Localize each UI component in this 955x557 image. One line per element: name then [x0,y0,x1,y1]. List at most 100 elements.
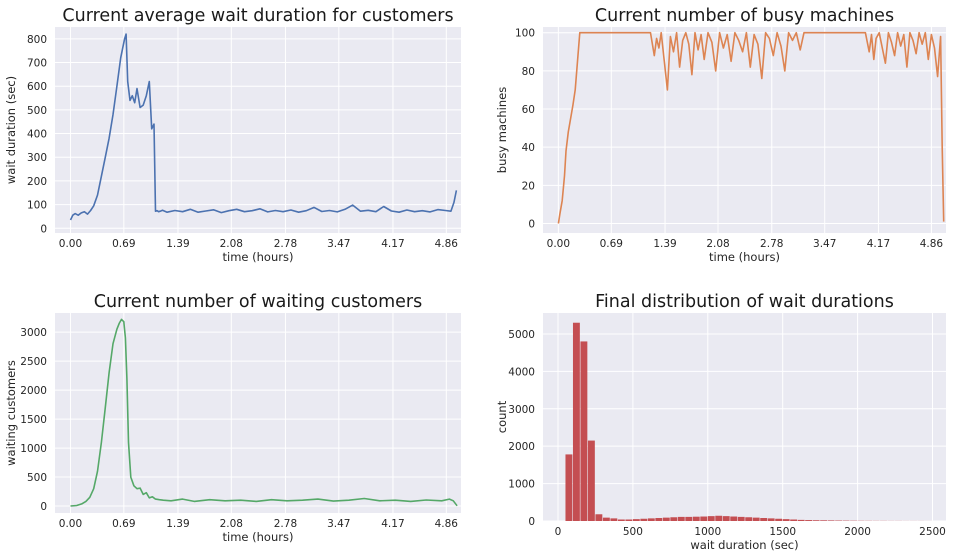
histogram-bar [820,520,828,521]
histogram-bar [767,518,775,521]
histogram-bar [572,322,580,521]
data-line-2-series-1 [557,31,945,224]
y-tick-label: 0 [40,223,47,235]
histogram-bar [610,518,618,521]
x-tick-label: 1.39 [653,238,676,250]
x-axis-label: wait duration (sec) [690,538,798,552]
histogram-bar [647,518,655,521]
x-axis-label: time (hours) [223,250,294,264]
x-tick-label: 0.00 [59,518,82,530]
histogram-bar [790,519,798,521]
y-tick-label: 500 [27,105,47,117]
chart-title: Current average wait duration for custom… [62,6,453,26]
histogram-bar [760,518,768,521]
y-tick-label: 0 [528,516,535,528]
x-axis-label: time (hours) [709,250,780,264]
y-tick-label: 800 [27,34,47,46]
x-tick-label: 2.08 [220,518,243,530]
histogram-bar [737,516,745,521]
y-tick-label: 2000 [20,385,47,397]
plot-background [543,313,946,521]
histogram-bar [685,516,693,521]
histogram-bar [797,519,805,521]
histogram-bar [730,516,738,521]
y-tick-label: 60 [522,104,535,116]
histogram-bar [805,520,813,521]
x-tick-label: 4.86 [920,238,944,250]
y-tick-label: 3000 [508,404,535,416]
x-tick-label: 0.69 [112,238,135,250]
y-tick-label: 700 [27,58,47,70]
x-tick-label: 3.47 [327,238,350,250]
y-tick-label: 1000 [20,443,47,455]
plot-background [55,27,461,233]
histogram-bar [632,519,640,521]
y-tick-label: 3000 [20,327,47,339]
x-tick-label: 3.47 [327,518,350,530]
y-axis-label: busy machines [495,87,509,173]
y-axis-label: wait duration (sec) [4,76,18,184]
histogram-bar [722,516,730,521]
x-axis-label: time (hours) [223,530,294,544]
chart-2: 0.00 0.69 1.39 2.08 2.78 3.47 4.17 4.86 0 20 40 60 8… [495,6,946,264]
y-tick-label: 0 [528,218,535,230]
histogram-bar [745,517,753,521]
histogram-bar [580,341,588,521]
histogram-bar [617,519,625,521]
x-tick-label: 4.17 [381,238,404,250]
chart-title: Current number of waiting customers [94,292,423,312]
x-tick-label: 2.78 [274,518,297,530]
x-tick-label: 4.86 [435,518,459,530]
x-tick-label: 4.17 [381,518,404,530]
histogram-bar [782,519,790,521]
y-tick-label: 200 [27,176,47,188]
x-tick-label: 0.00 [547,238,570,250]
x-tick-label: 2.08 [706,238,729,250]
x-tick-label: 4.17 [867,238,890,250]
x-tick-label: 2.78 [274,238,297,250]
y-tick-label: 100 [27,200,47,212]
y-tick-label: 500 [27,472,47,484]
histogram-bar [655,518,663,521]
y-tick-label: 100 [515,28,535,40]
histogram-bar [670,517,678,521]
histogram-bar [707,516,715,521]
y-tick-label: 400 [27,129,47,141]
y-tick-label: 600 [27,81,47,93]
y-tick-label: 300 [27,152,47,164]
histogram-bar [662,517,670,521]
x-tick-label: 1.39 [166,518,189,530]
data-line-3-series-1 [70,318,458,507]
y-tick-label: 20 [522,180,535,192]
x-tick-label: 0.69 [600,238,623,250]
x-tick-label: 0.69 [112,518,135,530]
chart-title: Current number of busy machines [595,6,894,26]
y-tick-label: 0 [40,501,47,513]
histogram-bar [812,520,820,521]
histogram-bar [692,516,700,521]
x-tick-label: 0 [555,526,562,538]
histogram-bar [587,440,595,521]
x-tick-label: 1.39 [166,238,189,250]
chart-3: 0.00 0.69 1.39 2.08 2.78 3.47 4.17 4.86 0 500 1000… [4,292,461,544]
histogram-bar [700,516,708,521]
chart-4: 0 500 1000 1500 2000 2500 0 1000 2000 3000 4000 500… [495,292,946,552]
y-tick-label: 2500 [20,356,47,368]
x-tick-label: 2.08 [220,238,243,250]
histogram-bar [752,517,760,521]
x-tick-label: 3.47 [813,238,836,250]
x-tick-label: 1500 [769,526,796,538]
plot-background [55,313,461,513]
histogram-bar [565,454,573,521]
x-tick-label: 4.86 [435,238,459,250]
y-tick-label: 2000 [508,441,535,453]
y-tick-label: 5000 [508,329,535,341]
y-axis-label: waiting customers [4,360,18,466]
y-tick-label: 1500 [20,414,47,426]
histogram-bar [715,515,723,521]
y-tick-label: 1000 [508,479,535,491]
x-tick-label: 0.00 [59,238,82,250]
histogram-bar [640,518,648,521]
histogram-bar [602,517,610,521]
